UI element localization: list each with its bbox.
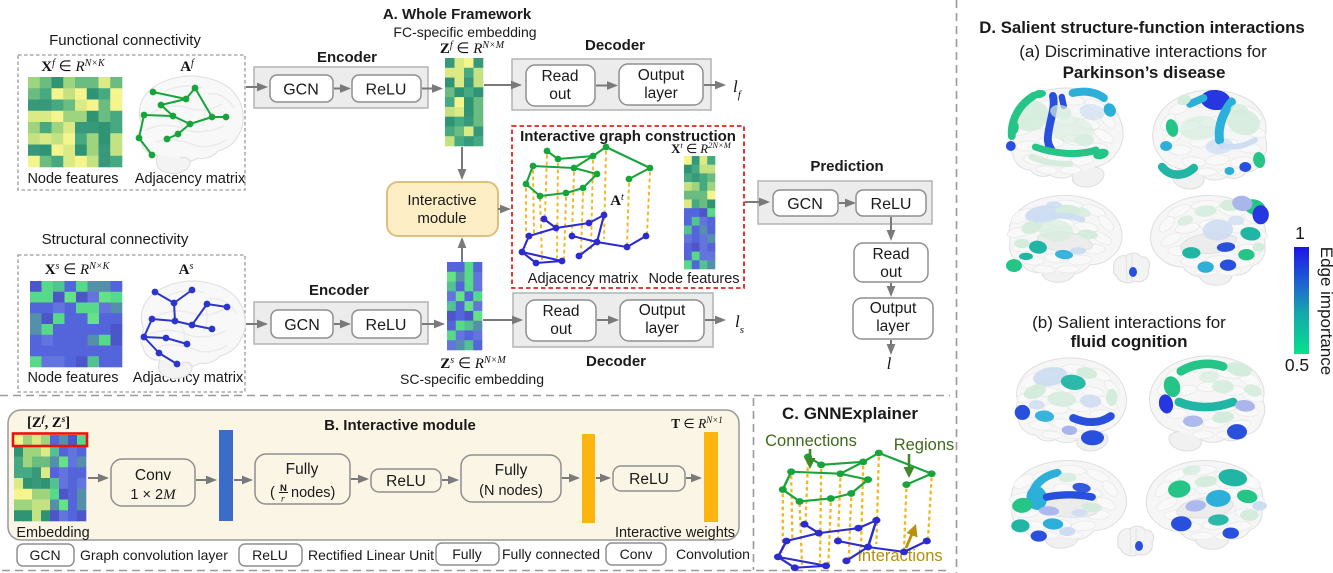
svg-text:GCN: GCN <box>283 82 319 99</box>
svg-text:module: module <box>417 210 466 227</box>
svg-text:Encoder: Encoder <box>317 49 377 66</box>
svg-text:Fully: Fully <box>286 461 319 478</box>
svg-text:[Zf, Zs]: [Zf, Zs] <box>27 415 70 431</box>
svg-text:As: As <box>179 261 194 279</box>
svg-text:(: ( <box>270 485 275 501</box>
svg-text:Conv: Conv <box>135 467 171 484</box>
svg-text:N: N <box>280 483 287 494</box>
svg-text:(b) Salient interactions for: (b) Salient interactions for <box>1032 313 1226 332</box>
svg-text:Adjacency matrix: Adjacency matrix <box>133 370 244 386</box>
svg-text:Interactive: Interactive <box>407 192 476 209</box>
svg-text:nodes): nodes) <box>291 485 335 501</box>
svg-text:ReLU: ReLU <box>871 196 912 213</box>
svg-text:ls: ls <box>735 312 744 336</box>
svg-text:Embedding: Embedding <box>16 525 89 541</box>
svg-text:Functional connectivity: Functional connectivity <box>49 32 201 49</box>
svg-text:Xf ∈ RN×K: Xf ∈ RN×K <box>41 58 106 76</box>
svg-text:Convolution: Convolution <box>676 546 750 562</box>
svg-text:Rectified Linear Unit: Rectified Linear Unit <box>308 547 434 563</box>
svg-text:Adjacency matrix: Adjacency matrix <box>135 171 246 187</box>
svg-text:ReLU: ReLU <box>386 473 426 490</box>
svg-text:FC-specific embedding: FC-specific embedding <box>393 24 536 40</box>
svg-text:Output: Output <box>638 67 685 84</box>
svg-text:(N nodes): (N nodes) <box>479 483 543 499</box>
svg-text:Zs ∈ RN×M: Zs ∈ RN×M <box>440 355 506 373</box>
svg-text:Parkinson’s disease: Parkinson’s disease <box>1063 63 1226 82</box>
svg-text:Interactive weights: Interactive weights <box>615 525 735 541</box>
svg-text:(a) Discriminative interaction: (a) Discriminative interactions for <box>1019 42 1267 61</box>
svg-text:Node features: Node features <box>27 171 118 187</box>
svg-text:Node features: Node features <box>27 370 118 386</box>
svg-text:Node features: Node features <box>648 271 739 287</box>
svg-text:ReLU: ReLU <box>252 547 288 563</box>
svg-text:GCN: GCN <box>29 547 60 563</box>
svg-text:Output: Output <box>870 300 917 317</box>
svg-text:Interactive graph construction: Interactive graph construction <box>520 128 736 145</box>
svg-text:Af: Af <box>180 58 195 76</box>
svg-text:layer: layer <box>644 85 678 102</box>
svg-text:Xs ∈ RN×K: Xs ∈ RN×K <box>45 261 111 279</box>
svg-text:0.5: 0.5 <box>1285 355 1309 375</box>
svg-text:Regions: Regions <box>894 436 955 454</box>
svg-text:Zf ∈ RN×M: Zf ∈ RN×M <box>440 40 505 58</box>
svg-text:D. Salient structure-function: D. Salient structure-function interactio… <box>979 18 1304 37</box>
svg-text:At: At <box>610 192 624 210</box>
svg-text:Connections: Connections <box>765 432 857 450</box>
svg-text:Output: Output <box>639 302 686 319</box>
svg-text:r: r <box>281 495 285 505</box>
svg-text:Structural connectivity: Structural connectivity <box>42 231 189 248</box>
svg-text:GCN: GCN <box>787 196 823 213</box>
svg-text:Decoder: Decoder <box>586 353 646 370</box>
svg-text:T ∈ RN×1: T ∈ RN×1 <box>671 415 723 431</box>
svg-text:1: 1 <box>1295 223 1305 243</box>
svg-text:layer: layer <box>876 318 910 335</box>
svg-text:lf: lf <box>733 77 743 101</box>
svg-text:fluid cognition: fluid cognition <box>1070 332 1187 351</box>
svg-text:Adjacency matrix: Adjacency matrix <box>528 271 639 287</box>
svg-text:Fully connected: Fully connected <box>502 546 600 562</box>
svg-text:Edge importance: Edge importance <box>1317 247 1333 376</box>
svg-text:Fully: Fully <box>495 462 528 479</box>
svg-text:Xt ∈ R2N×M: Xt ∈ R2N×M <box>671 140 732 156</box>
svg-text:out: out <box>549 86 571 103</box>
svg-text:layer: layer <box>645 320 679 337</box>
svg-text:Read: Read <box>872 246 909 263</box>
svg-text:Fully: Fully <box>452 546 482 562</box>
svg-text:Interactions: Interactions <box>857 547 942 565</box>
svg-text:ReLU: ReLU <box>366 82 407 99</box>
svg-text:Read: Read <box>542 303 579 320</box>
svg-text:Prediction: Prediction <box>810 158 883 175</box>
svg-text:1 × 2M: 1 × 2M <box>130 487 177 503</box>
svg-text:ReLU: ReLU <box>629 471 669 488</box>
svg-text:Read: Read <box>541 68 578 85</box>
svg-text:SC-specific embedding: SC-specific embedding <box>400 371 544 387</box>
svg-text:Decoder: Decoder <box>585 37 645 54</box>
svg-text:B. Interactive module: B. Interactive module <box>324 417 476 434</box>
svg-text:A. Whole Framework: A. Whole Framework <box>383 6 532 23</box>
svg-text:Graph convolution layer: Graph convolution layer <box>80 547 228 563</box>
svg-text:Encoder: Encoder <box>309 282 369 299</box>
svg-text:Conv: Conv <box>620 546 653 562</box>
svg-text:GCN: GCN <box>284 317 320 334</box>
svg-text:l: l <box>887 354 892 373</box>
svg-text:ReLU: ReLU <box>366 317 407 334</box>
svg-text:out: out <box>880 264 902 281</box>
svg-text:out: out <box>550 321 572 338</box>
svg-text:C. GNNExplainer: C. GNNExplainer <box>782 404 918 423</box>
